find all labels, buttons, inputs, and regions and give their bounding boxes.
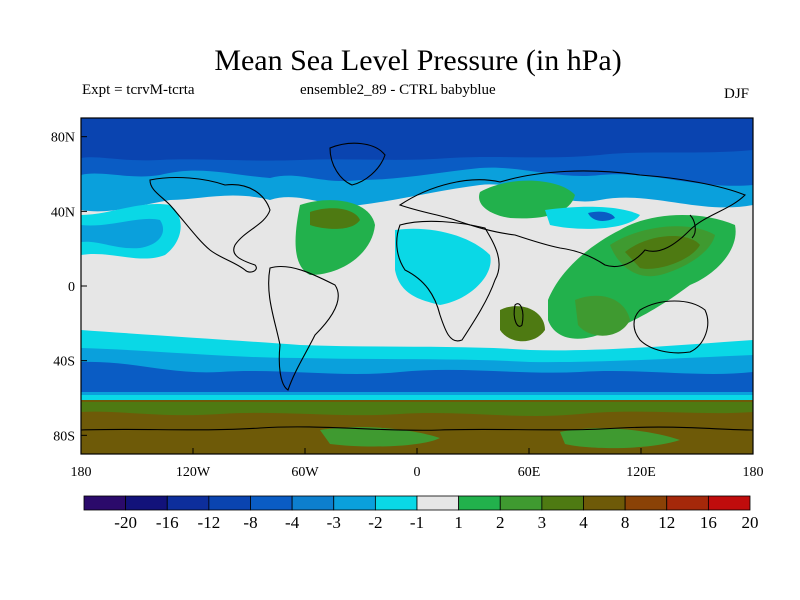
colorbar-swatch (83, 495, 127, 511)
colorbar-label: 20 (742, 513, 759, 532)
colorbar-label: 2 (496, 513, 505, 532)
colorbar-label: -2 (368, 513, 382, 532)
colorbar-swatch (499, 495, 543, 511)
lat-tick-label: 0 (68, 280, 75, 295)
antarctica-coast (81, 426, 753, 431)
antarctic-green-patches (320, 427, 680, 449)
colorbar-label: -4 (285, 513, 300, 532)
map-title: Mean Sea Level Pressure (in hPa) (214, 44, 622, 77)
lat-tick-label: 80S (53, 429, 75, 444)
pacific-low-lobe-inner (81, 218, 164, 249)
colorbar (83, 495, 751, 511)
colorbar-swatch (208, 495, 251, 511)
tropical-low-africa (395, 228, 491, 305)
colorbar-swatch (291, 495, 335, 511)
south-indian-high (575, 295, 630, 336)
colorbar-label: -20 (114, 513, 137, 532)
central-asia-low-core (588, 211, 615, 221)
colorbar-swatch (333, 495, 376, 511)
latitude-axis: 80N 40N 0 40S 80S (51, 131, 87, 444)
colorbar-label: -12 (198, 513, 221, 532)
colorbar-swatch (458, 495, 501, 511)
colorbar-label: 1 (454, 513, 463, 532)
colorbar-label: -3 (327, 513, 341, 532)
antarctic-high-fringe (81, 402, 753, 416)
experiment-label: Expt = tcrvM-tcrta (82, 82, 195, 98)
coastlines (81, 142, 753, 431)
colorbar-swatch (125, 495, 168, 511)
ensemble-label: ensemble2_89 - CTRL babyblue (300, 82, 496, 98)
colorbar-swatch (666, 495, 709, 511)
colorbar-labels: -20 -16 -12 -8 -4 -3 -2 -1 1 2 3 4 8 12 16 20 (114, 513, 758, 532)
colorbar-label: 3 (538, 513, 547, 532)
lon-tick-label: 180 (743, 465, 764, 480)
colorbar-swatch (374, 495, 418, 511)
colorbar-label: 4 (579, 513, 588, 532)
africa-coast (396, 220, 500, 342)
lat-tick-label: 80N (51, 131, 75, 146)
longitude-axis: 180 120W 60W 0 60E 120E 180 (71, 448, 764, 480)
season-label: DJF (724, 86, 750, 102)
arctic-low-core (81, 118, 753, 161)
greenland-coast (329, 142, 386, 186)
lon-tick-label: 120E (626, 465, 656, 480)
lat-tick-label: 40S (53, 355, 75, 370)
colorbar-label: -1 (410, 513, 424, 532)
australia-coast (633, 300, 709, 354)
southern-low-belt-inner (81, 361, 753, 392)
pressure-field (81, 118, 753, 454)
lat-tick-label: 40N (51, 205, 75, 220)
colorbar-label: 16 (700, 513, 717, 532)
japan-coast (689, 214, 696, 239)
colorbar-label: 8 (621, 513, 630, 532)
lon-tick-label: 180 (71, 465, 92, 480)
colorbar-label: -16 (156, 513, 179, 532)
indo-pacific-high-core (625, 235, 700, 269)
lon-tick-label: 120W (176, 465, 211, 480)
atlantic-high-core (310, 208, 360, 229)
madagascar-coast (513, 303, 524, 327)
eurasia-coast (398, 170, 746, 268)
eurasia-high (479, 180, 575, 219)
lon-tick-label: 60E (518, 465, 541, 480)
colorbar-label: -8 (243, 513, 257, 532)
colorbar-swatch (541, 495, 584, 511)
lon-tick-label: 0 (414, 465, 421, 480)
colorbar-swatch (250, 495, 293, 511)
north-america-coast (149, 176, 271, 273)
colorbar-swatch (707, 495, 751, 511)
colorbar-swatch (166, 495, 210, 511)
colorbar-label: 12 (658, 513, 675, 532)
colorbar-swatch (583, 495, 626, 511)
south-america-coast (268, 266, 339, 391)
lon-tick-label: 60W (291, 465, 319, 480)
colorbar-swatch (624, 495, 668, 511)
colorbar-swatch (416, 495, 460, 511)
